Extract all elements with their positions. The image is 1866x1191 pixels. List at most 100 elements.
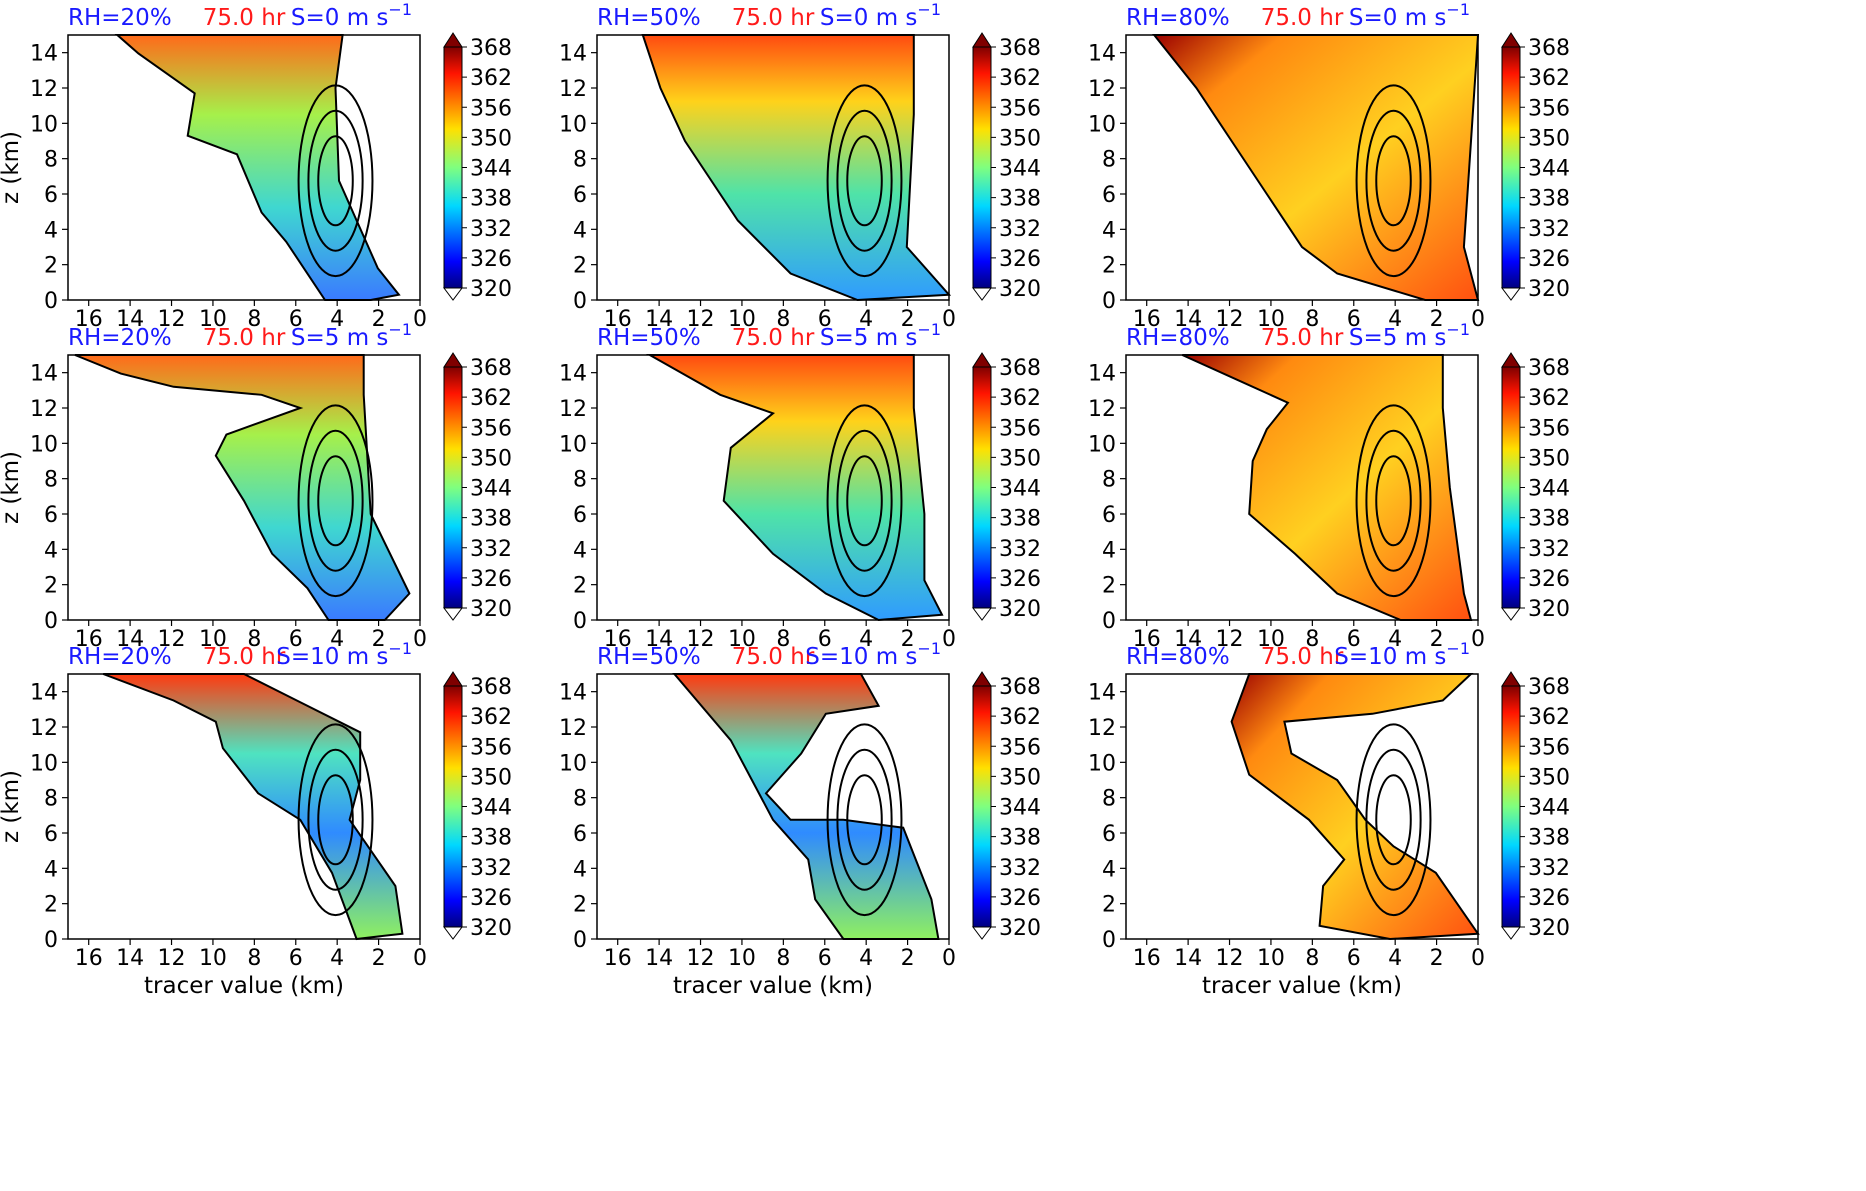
y-tick-label: 4 <box>573 538 587 563</box>
colorbar <box>1501 46 1521 289</box>
panel-1: 16 14 12 10 8 6 4 2 0 0 2 4 6 8 10 12 14 RH=20% 75.0 hr S=0… <box>0 0 512 332</box>
colorbar <box>1501 366 1521 609</box>
y-tick-label: 10 <box>30 112 58 137</box>
contour-line <box>1355 723 1432 917</box>
shear-title: S=0 m s−1 <box>1349 0 1470 31</box>
colorbar-tick-label: 356 <box>1528 416 1570 441</box>
shear-exponent: −1 <box>917 639 941 658</box>
y-tick-label: 0 <box>573 609 587 634</box>
colorbar-tick-label: 368 <box>470 36 512 61</box>
colorbar-tick-label: 320 <box>1528 597 1570 622</box>
y-tick-label: 8 <box>573 468 587 493</box>
axes-frame <box>1125 354 1479 621</box>
panel-9: 16 14 12 10 8 6 4 2 0 0 2 4 6 8 10 12 14 RH=80% 75.0 hrS=1… <box>1088 639 1570 999</box>
y-tick-label: 6 <box>573 183 587 208</box>
y-tick-label: 12 <box>559 397 587 422</box>
x-tick-label: 8 <box>1305 627 1319 652</box>
colorbar <box>443 366 463 609</box>
colorbar-tick-label: 350 <box>999 126 1041 151</box>
shear-value: S=10 m s <box>1334 644 1446 670</box>
rh-title: RH=20% <box>68 644 172 670</box>
y-tick-label: 4 <box>1102 538 1116 563</box>
colorbar-extend-min <box>1501 287 1521 301</box>
y-tick-label: 0 <box>573 289 587 314</box>
colorbar-tick-label: 368 <box>1528 675 1570 700</box>
x-tick-label: 8 <box>776 946 790 971</box>
tracer-field <box>642 35 949 300</box>
tracer-field <box>649 355 942 620</box>
x-tick-label: 16 <box>604 946 632 971</box>
y-tick-label: 10 <box>559 751 587 776</box>
shear-value: S=0 m s <box>291 5 389 31</box>
shear-value: S=10 m s <box>805 644 917 670</box>
y-tick-label: 10 <box>559 112 587 137</box>
x-axis-label: tracer value (km) <box>144 973 344 999</box>
colorbar-extend-min <box>443 607 463 621</box>
y-tick-label: 14 <box>30 362 58 387</box>
colorbar-tick-label: 368 <box>1528 36 1570 61</box>
colorbar-tick-label: 362 <box>999 66 1041 91</box>
y-tick-label: 12 <box>30 397 58 422</box>
x-tick-label: 10 <box>199 307 227 332</box>
colorbar-tick-label: 326 <box>999 247 1041 272</box>
x-tick-label: 16 <box>604 627 632 652</box>
y-tick-label: 8 <box>44 787 58 812</box>
colorbar-tick-label: 344 <box>999 157 1041 182</box>
x-tick-label: 10 <box>199 627 227 652</box>
x-tick-label: 12 <box>1216 307 1244 332</box>
colorbar-tick-label: 344 <box>470 477 512 502</box>
colorbar-extend-min <box>972 926 992 940</box>
y-tick-label: 14 <box>559 362 587 387</box>
y-tick-label: 10 <box>1088 751 1116 776</box>
colorbar-tick-label: 356 <box>999 735 1041 760</box>
y-tick-label: 12 <box>559 77 587 102</box>
colorbar-tick-label: 326 <box>1528 567 1570 592</box>
x-tick-label: 10 <box>199 946 227 971</box>
x-tick-label: 14 <box>645 946 673 971</box>
colorbar-extend-max <box>972 352 992 368</box>
axes-frame <box>596 354 950 621</box>
x-tick-label: 16 <box>1133 627 1161 652</box>
colorbar-extend-max <box>972 32 992 48</box>
y-tick-label: 12 <box>1088 397 1116 422</box>
colorbar-tick-label: 344 <box>470 157 512 182</box>
y-tick-label: 6 <box>1102 822 1116 847</box>
y-tick-label: 10 <box>30 751 58 776</box>
contour-line <box>836 109 893 252</box>
contour-line <box>846 455 883 547</box>
x-tick-label: 10 <box>728 307 756 332</box>
shear-title: S=10 m s−1 <box>805 639 941 670</box>
colorbar-tick-label: 338 <box>470 187 512 212</box>
x-tick-label: 12 <box>1216 627 1244 652</box>
colorbar-tick-label: 320 <box>470 597 512 622</box>
shear-title: S=5 m s−1 <box>1349 320 1470 351</box>
colorbar-tick-label: 332 <box>470 217 512 242</box>
colorbar <box>443 685 463 928</box>
x-tick-label: 12 <box>158 307 186 332</box>
colorbar-tick-label: 368 <box>470 356 512 381</box>
rh-title: RH=20% <box>68 5 172 31</box>
x-tick-label: 6 <box>1347 307 1361 332</box>
x-tick-label: 2 <box>1430 307 1444 332</box>
y-tick-label: 6 <box>1102 183 1116 208</box>
colorbar-tick-label: 332 <box>1528 856 1570 881</box>
y-tick-label: 4 <box>44 857 58 882</box>
y-tick-label: 4 <box>1102 218 1116 243</box>
x-tick-label: 12 <box>687 627 715 652</box>
contour-line <box>1365 109 1422 252</box>
colorbar-tick-label: 362 <box>999 386 1041 411</box>
colorbar-tick-label: 350 <box>470 765 512 790</box>
colorbar-tick-label: 344 <box>999 477 1041 502</box>
contour-line <box>1375 455 1412 547</box>
x-tick-label: 6 <box>289 307 303 332</box>
contour-line <box>1355 404 1432 598</box>
time-title: 75.0 hr <box>1261 644 1344 670</box>
colorbar-tick-label: 338 <box>999 826 1041 851</box>
colorbar-tick-label: 332 <box>999 217 1041 242</box>
contour-line <box>317 774 354 866</box>
y-tick-label: 4 <box>573 218 587 243</box>
x-tick-label: 4 <box>1388 946 1402 971</box>
x-tick-label: 4 <box>1388 627 1402 652</box>
panel-4: 16 14 12 10 8 6 4 2 0 0 2 4 6 8 10 12 14 RH=20% 75.0 hr S=5… <box>0 320 512 652</box>
y-tick-label: 2 <box>1102 574 1116 599</box>
